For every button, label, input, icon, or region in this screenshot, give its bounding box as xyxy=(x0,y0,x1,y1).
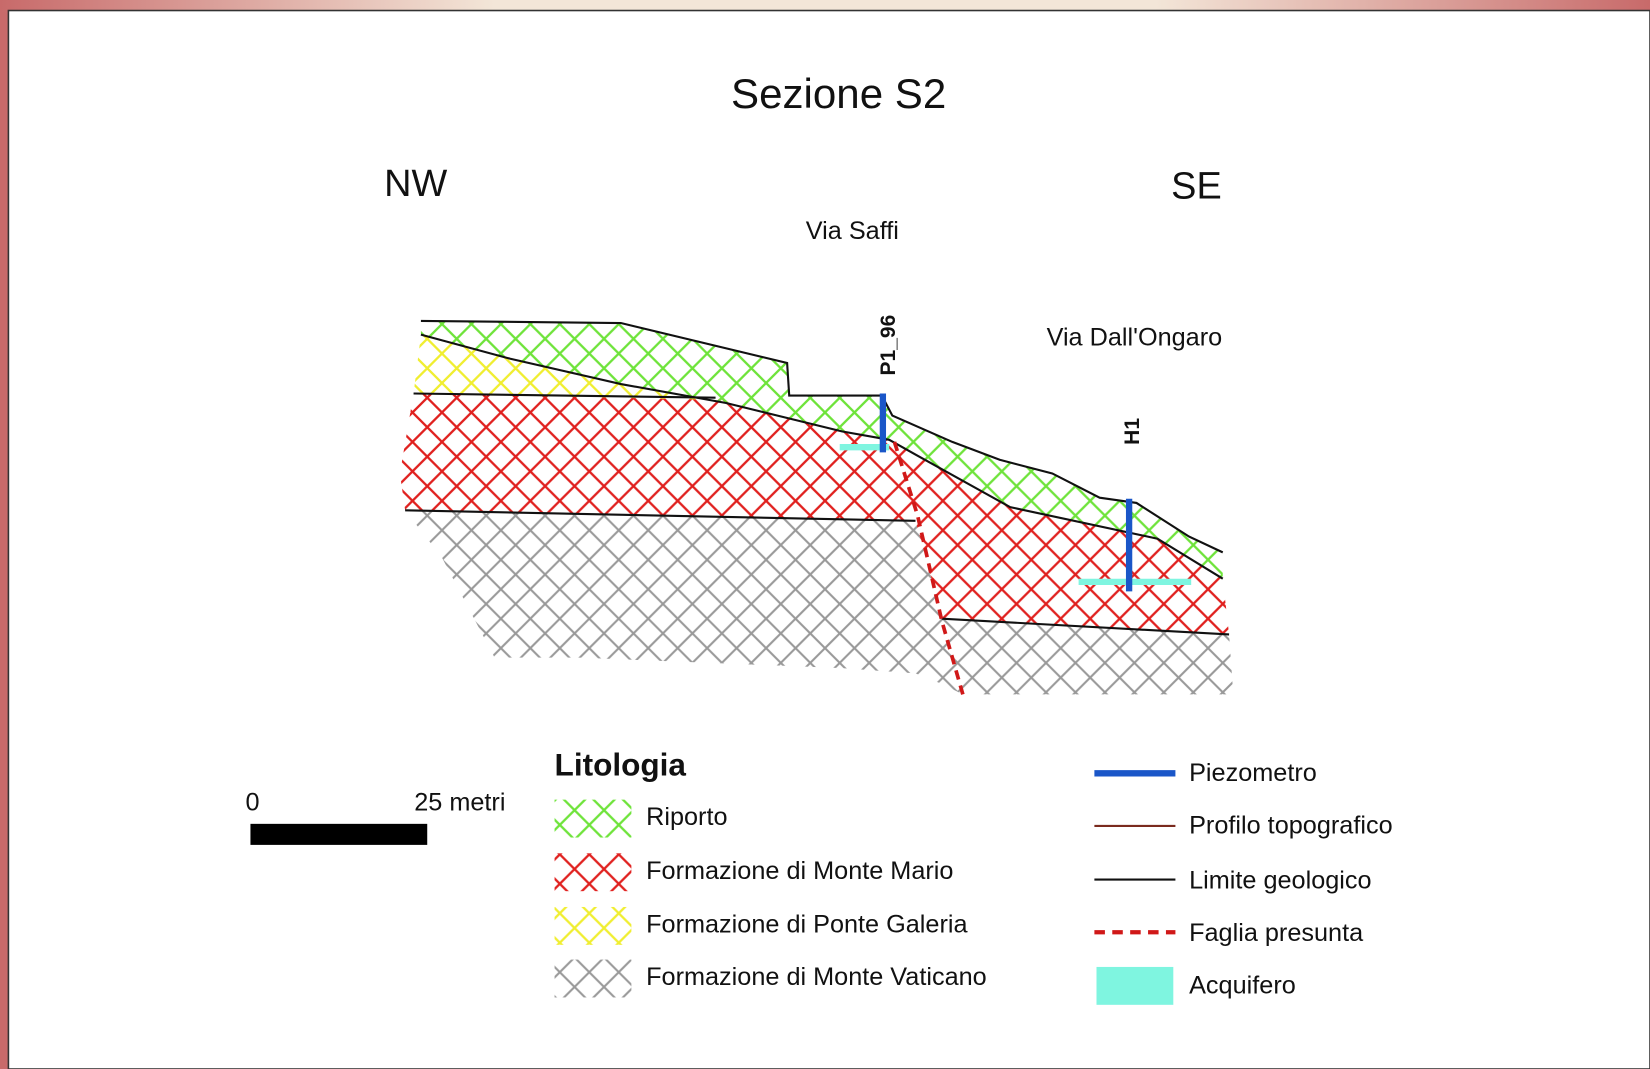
page: {"header": {"title": "Sezione S2"}, "sec… xyxy=(0,0,1650,1069)
direction: SE xyxy=(1171,165,1222,207)
swatch xyxy=(555,960,632,998)
direction: NW xyxy=(384,163,447,205)
diagram: Sezione S2 NW SE Via Saffi Via Dall'Onga… xyxy=(0,0,1650,1069)
swatch xyxy=(555,800,632,838)
legend-label: Profilo topografico xyxy=(1189,812,1393,840)
street-label: Via Saffi xyxy=(806,217,899,245)
swatch xyxy=(1096,967,1173,1005)
legend-label: Acquifero xyxy=(1189,972,1296,1000)
well-label: H1 xyxy=(1121,418,1144,445)
scale-label: 0 xyxy=(246,789,260,817)
legend-label: Riporto xyxy=(646,803,727,831)
legend-label: Faglia presunta xyxy=(1189,919,1364,947)
legend-title: Litologia xyxy=(555,746,687,782)
title: Sezione S2 xyxy=(731,70,946,117)
legend-label: Formazione di Ponte Galeria xyxy=(646,911,968,939)
scale-rect xyxy=(250,824,427,845)
well-label: P1_96 xyxy=(877,315,900,376)
legend-label: Formazione di Monte Vaticano xyxy=(646,963,987,991)
scale-label: 25 metri xyxy=(414,789,505,817)
swatch xyxy=(555,853,632,891)
street-label: Via Dall'Ongaro xyxy=(1047,323,1223,351)
legend-label: Formazione di Monte Mario xyxy=(646,857,953,885)
legend-label: Piezometro xyxy=(1189,759,1317,787)
swatch xyxy=(555,907,632,945)
legend-label: Limite geologico xyxy=(1189,866,1371,894)
